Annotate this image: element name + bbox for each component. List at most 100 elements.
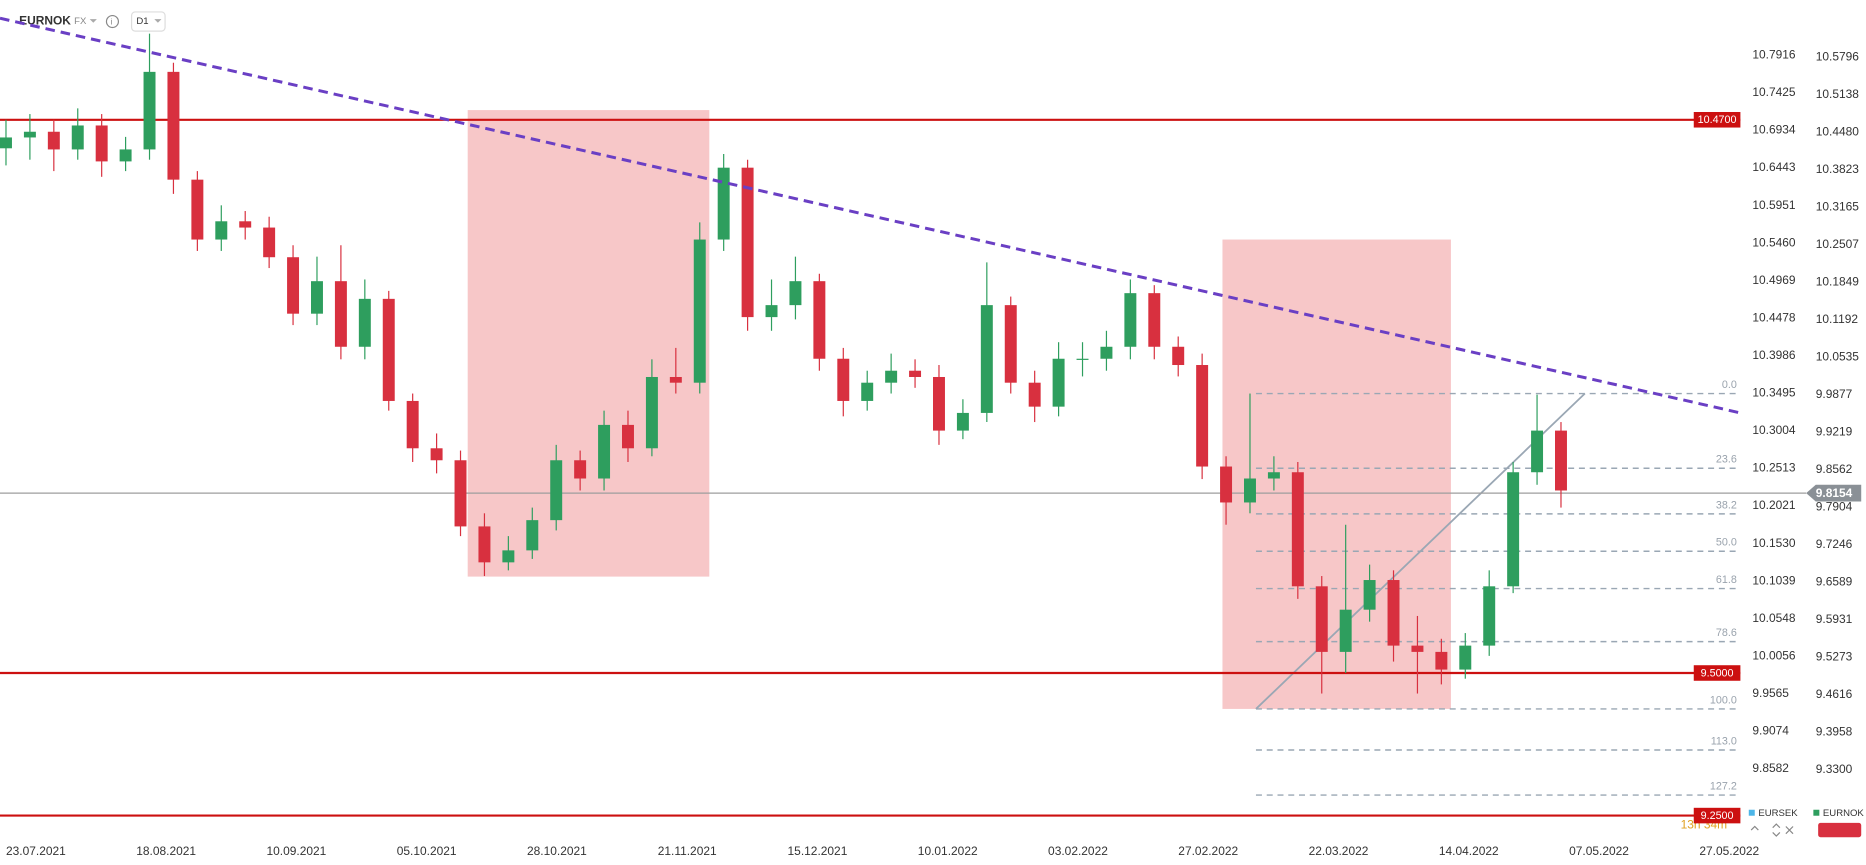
y-tick-label: 9.4616 xyxy=(1816,687,1853,701)
x-tick-label: 15.12.2021 xyxy=(788,844,848,858)
y-tick-label: 9.8562 xyxy=(1816,462,1853,476)
candle-body xyxy=(669,376,682,383)
candle-body xyxy=(550,460,563,521)
x-tick-label: 27.02.2022 xyxy=(1178,844,1238,858)
x-tick-label: 05.10.2021 xyxy=(397,844,457,858)
y-tick-label: 10.1192 xyxy=(1816,312,1859,326)
fib-label: 38.2 xyxy=(1716,499,1737,511)
interval: D1 xyxy=(136,16,148,27)
candle-body xyxy=(1172,346,1185,366)
level-tag xyxy=(1693,807,1741,824)
candle-body xyxy=(861,382,874,401)
y2-tick-label: 10.0548 xyxy=(1752,611,1796,625)
candle-body xyxy=(1052,358,1065,407)
candle-body xyxy=(526,520,539,551)
x-tick-label: 07.05.2022 xyxy=(1569,844,1629,858)
fib-label: 50.0 xyxy=(1716,537,1737,549)
y-tick-label: 9.6589 xyxy=(1816,575,1853,589)
candle-body xyxy=(909,370,922,377)
fib-label: 78.6 xyxy=(1716,627,1737,639)
candle-body xyxy=(1004,305,1017,383)
x-tick-label: 10.09.2021 xyxy=(266,844,326,858)
candle-body xyxy=(1028,382,1041,407)
legend-label: EURNOK xyxy=(1823,808,1864,819)
candle-body xyxy=(1267,472,1280,479)
y2-tick-label: 10.3986 xyxy=(1752,348,1796,362)
fib-label: 127.2 xyxy=(1710,781,1737,793)
candle-body xyxy=(1459,645,1472,670)
candle-body xyxy=(1220,466,1233,503)
candle-body xyxy=(622,424,634,449)
market: FX xyxy=(74,16,87,27)
y-tick-label: 10.1849 xyxy=(1816,275,1860,289)
x-tick-label: 21.11.2021 xyxy=(658,844,717,858)
candle-body xyxy=(47,131,60,150)
dropdown-caret[interactable] xyxy=(89,19,97,23)
x-tick-label: 23.07.2021 xyxy=(6,844,66,858)
y2-tick-label: 10.4969 xyxy=(1752,273,1796,287)
y2-tick-label: 10.7425 xyxy=(1752,85,1796,99)
y2-tick-label: 10.5951 xyxy=(1752,198,1796,212)
y2-tick-label: 10.1530 xyxy=(1752,536,1796,550)
y-tick-label: 9.7904 xyxy=(1816,500,1853,514)
candle-body xyxy=(430,448,443,461)
level-tag-label: 10.4700 xyxy=(1698,114,1737,126)
candle-body xyxy=(1124,293,1137,347)
y-tick-label: 10.0535 xyxy=(1816,349,1860,363)
y2-tick-label: 10.2021 xyxy=(1752,498,1796,512)
zone xyxy=(1222,239,1451,709)
level-tag-label: 9.2500 xyxy=(1701,810,1734,822)
y2-tick-label: 9.9074 xyxy=(1752,724,1789,738)
candle-body xyxy=(1148,293,1161,347)
candle-body xyxy=(239,221,252,228)
candle-body xyxy=(574,460,587,479)
candle-body xyxy=(1387,580,1400,646)
candle-body xyxy=(1483,586,1496,646)
x-tick-label: 10.01.2022 xyxy=(918,844,978,858)
candle-body xyxy=(813,281,826,359)
legend-swatch xyxy=(1748,809,1755,816)
candle-body xyxy=(1100,346,1113,359)
x-tick-label: 28.10.2021 xyxy=(527,844,587,858)
candle-body xyxy=(1291,472,1304,587)
info-icon[interactable] xyxy=(105,14,120,29)
tool-button[interactable] xyxy=(1818,822,1862,838)
candle-body xyxy=(334,281,347,347)
y-tick-label: 10.4480 xyxy=(1816,124,1860,138)
x-tick-label: 14.04.2022 xyxy=(1439,844,1499,858)
candle-body xyxy=(1076,358,1089,360)
candle-body xyxy=(645,376,658,449)
fib-diagonal xyxy=(1255,392,1586,710)
y-tick-label: 10.3165 xyxy=(1816,199,1860,213)
candle-body xyxy=(885,370,898,383)
candle-body xyxy=(717,167,730,240)
y-tick-label: 10.2507 xyxy=(1816,237,1860,251)
trendline xyxy=(0,16,1741,415)
y-tick-label: 9.7246 xyxy=(1816,537,1853,551)
y2-tick-label: 9.8582 xyxy=(1752,761,1789,775)
candle-body xyxy=(71,125,84,150)
tool-icons[interactable] xyxy=(1750,823,1794,837)
fib-label: 113.0 xyxy=(1711,735,1737,747)
x-tick-label: 27.05.2022 xyxy=(1699,844,1759,858)
x-tick-label: 18.08.2021 xyxy=(136,844,196,858)
current-price-tag xyxy=(1806,484,1862,502)
candle-body xyxy=(1555,430,1567,491)
y2-tick-label: 10.1039 xyxy=(1752,573,1796,587)
fib-label: 0.0 xyxy=(1722,379,1737,391)
candle-body xyxy=(454,460,467,527)
candle-body xyxy=(1339,609,1352,652)
candle-body xyxy=(1196,365,1209,467)
symbol: EURNOK xyxy=(19,14,71,28)
interval-select[interactable] xyxy=(130,11,166,32)
candle-body xyxy=(980,305,993,413)
interval-caret xyxy=(154,19,162,23)
candle-body xyxy=(358,298,371,347)
y2-tick-label: 9.9565 xyxy=(1752,686,1789,700)
y2-tick-label: 10.3495 xyxy=(1752,386,1796,400)
candle-body xyxy=(263,227,276,258)
candle-body xyxy=(1411,645,1424,652)
y-tick-label: 9.5931 xyxy=(1816,612,1853,626)
